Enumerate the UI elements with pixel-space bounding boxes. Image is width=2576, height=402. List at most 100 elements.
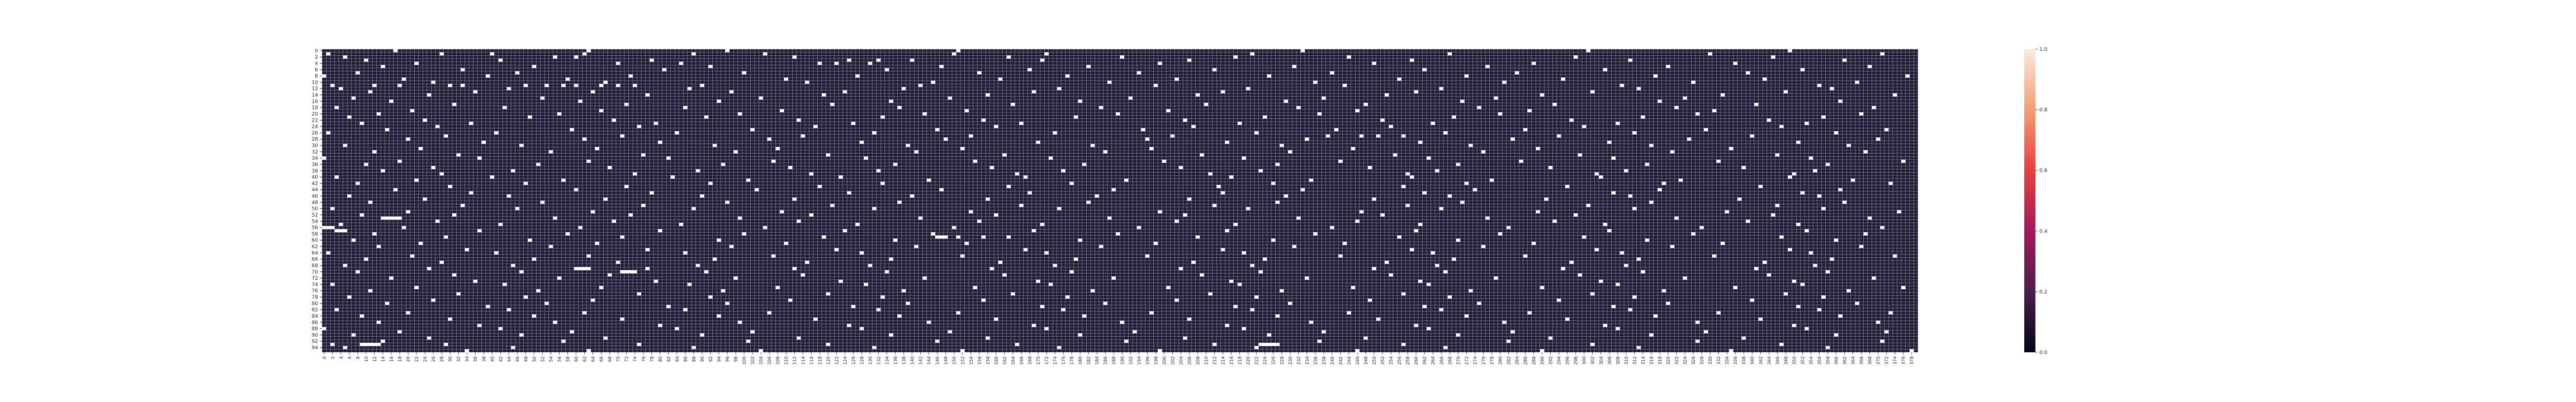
y-tick-label: 80 <box>312 301 319 307</box>
heatmap-cell <box>880 295 885 299</box>
heatmap-cell <box>1317 339 1322 343</box>
heatmap-cell <box>822 93 826 97</box>
heatmap-cell <box>431 80 435 84</box>
heatmap-cell <box>1758 317 1763 321</box>
heatmap-cell <box>981 118 986 122</box>
x-tick-label: 358 <box>1825 356 1830 365</box>
heatmap-cell <box>519 333 524 337</box>
x-tick-label: 116 <box>809 356 814 365</box>
heatmap-cell <box>1741 166 1746 169</box>
heatmap-cell <box>326 52 331 56</box>
heatmap-cell <box>356 71 360 75</box>
heatmap-cell <box>544 302 549 305</box>
heatmap-cell <box>746 339 751 343</box>
heatmap-cell <box>1409 175 1414 179</box>
x-tick-label: 18 <box>397 356 402 362</box>
x-tick-label: 98 <box>733 356 738 362</box>
heatmap-cell <box>792 197 797 201</box>
heatmap-cell <box>1649 333 1654 337</box>
heatmap-cell <box>364 343 368 346</box>
heatmap-cell <box>1666 302 1670 305</box>
x-tick-label: 54 <box>548 356 553 362</box>
x-tick-label: 20 <box>406 356 411 362</box>
heatmap-cell <box>1603 324 1608 327</box>
x-tick-label: 270 <box>1456 356 1461 365</box>
heatmap-cell <box>372 84 377 87</box>
heatmap-cell <box>1561 77 1565 81</box>
heatmap-cell <box>1036 141 1040 144</box>
heatmap-cell <box>1262 343 1267 346</box>
heatmap-cell <box>847 58 851 62</box>
heatmap-cell <box>1494 96 1498 100</box>
heatmap-cell <box>1137 226 1142 229</box>
heatmap-cell <box>1175 77 1179 81</box>
heatmap-cell <box>1460 99 1465 103</box>
heatmap-cell <box>1607 229 1612 233</box>
x-tick-label: 260 <box>1414 356 1419 365</box>
heatmap-cell <box>986 336 990 340</box>
heatmap-cell <box>570 330 574 334</box>
heatmap-cell <box>1040 305 1045 308</box>
y-tick-label: 90 <box>312 333 319 338</box>
heatmap-cell <box>1830 257 1834 261</box>
x-tick-label: 72 <box>624 356 629 362</box>
heatmap-cell <box>628 270 633 274</box>
heatmap-cell <box>1229 279 1234 283</box>
y-tick-label: 16 <box>312 99 319 104</box>
heatmap-cell <box>1439 308 1444 312</box>
x-tick-label: 152 <box>960 356 965 365</box>
heatmap-cell <box>364 58 368 62</box>
x-tick-label: 374 <box>1893 356 1898 365</box>
x-tick-label: 240 <box>1330 356 1335 365</box>
heatmap-cell <box>1548 336 1553 340</box>
heatmap-cell <box>381 339 385 343</box>
heatmap-cell <box>939 65 944 68</box>
x-tick-label: 322 <box>1674 356 1679 365</box>
heatmap-cell <box>1792 279 1797 283</box>
heatmap-cell <box>914 150 918 154</box>
heatmap-cell <box>1258 270 1263 274</box>
heatmap-cell <box>1771 213 1775 217</box>
heatmap-cell <box>1670 150 1675 154</box>
heatmap-cell <box>1674 106 1679 109</box>
heatmap-cell <box>1616 327 1620 331</box>
x-tick-label: 198 <box>1153 356 1158 365</box>
heatmap-cell <box>1703 330 1708 334</box>
heatmap-cell <box>1103 302 1107 305</box>
heatmap-cell <box>553 320 557 324</box>
x-tick-label: 272 <box>1464 356 1469 365</box>
x-tick-label: 90 <box>700 356 705 362</box>
heatmap-cell <box>612 118 616 122</box>
heatmap-cell <box>1237 283 1242 286</box>
heatmap-cell <box>721 289 726 293</box>
heatmap-cell <box>343 55 348 59</box>
x-tick-label: 96 <box>725 356 730 362</box>
heatmap-cell <box>368 200 373 204</box>
heatmap-cell <box>356 270 360 274</box>
heatmap-cell <box>1531 242 1536 245</box>
heatmap-cell <box>1838 188 1843 192</box>
x-tick-label: 186 <box>1103 356 1108 365</box>
heatmap-cell <box>595 147 599 150</box>
heatmap-cell <box>935 339 940 343</box>
heatmap-cell <box>1237 122 1242 125</box>
heatmap-cell <box>679 61 684 65</box>
heatmap-cell <box>615 260 621 264</box>
x-tick-label: 232 <box>1296 356 1301 365</box>
heatmap-cell <box>1527 109 1532 113</box>
heatmap-cell <box>1300 49 1305 52</box>
heatmap-cell <box>884 270 889 274</box>
heatmap-cell <box>1897 210 1901 214</box>
heatmap-cell <box>750 128 755 132</box>
heatmap-cell <box>1514 71 1519 75</box>
heatmap-cell <box>687 87 692 90</box>
heatmap-cell <box>683 106 688 109</box>
heatmap-cell <box>1729 147 1734 150</box>
heatmap-cell <box>385 216 390 220</box>
x-tick-label: 132 <box>876 356 881 365</box>
heatmap-cell <box>1178 166 1183 169</box>
x-tick-label: 192 <box>1128 356 1133 365</box>
y-tick-label: 48 <box>312 200 319 205</box>
heatmap-cell <box>805 260 809 264</box>
heatmap-cell <box>1229 175 1234 179</box>
